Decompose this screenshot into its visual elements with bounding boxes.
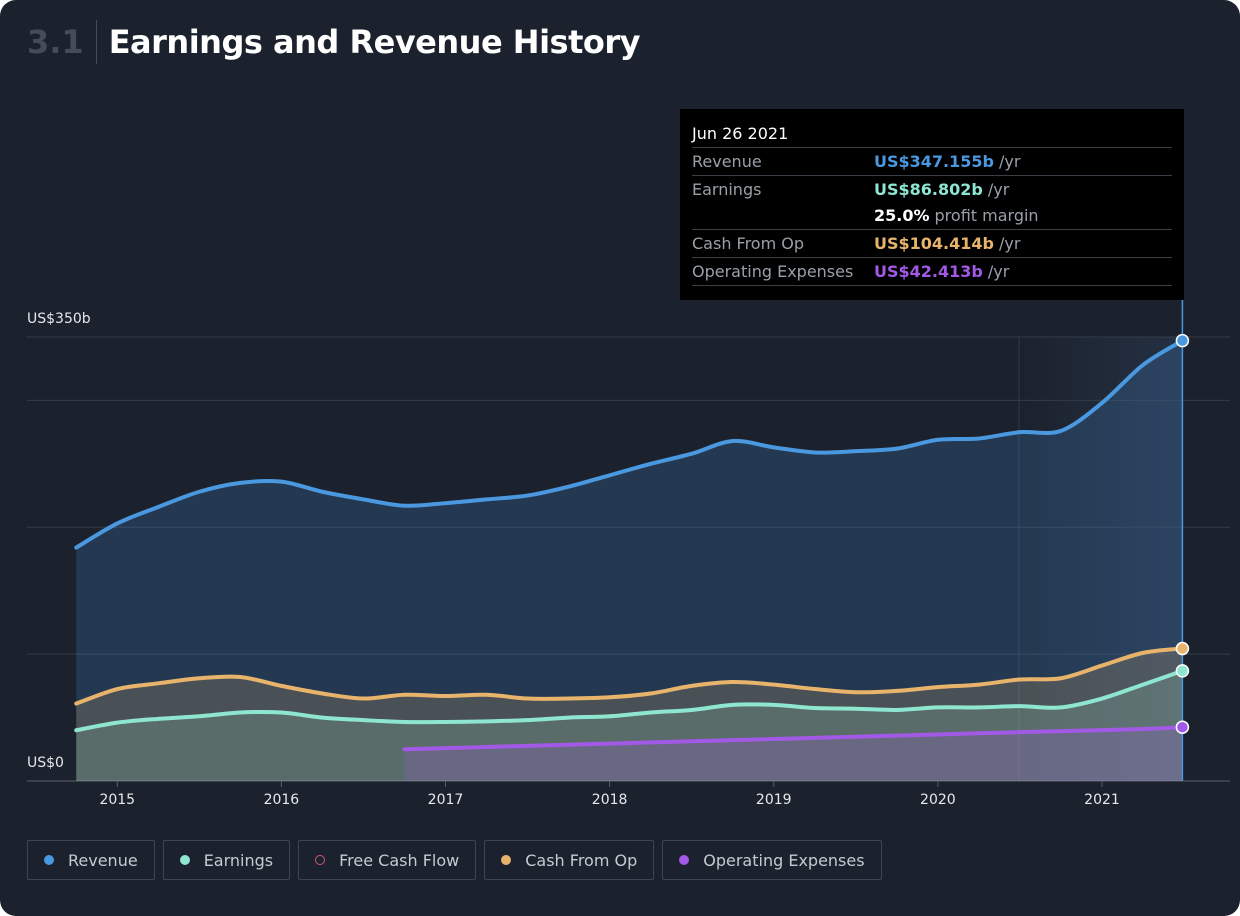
line	[74, 338, 1185, 550]
x-tick-label: 2021	[1084, 792, 1120, 808]
tooltip-suffix: /yr	[998, 234, 1021, 253]
x-tick-label: 2018	[592, 792, 628, 808]
tooltip-label: Revenue	[692, 152, 762, 171]
end-point	[1175, 333, 1190, 348]
tooltip-suffix: profit margin	[934, 206, 1039, 225]
tooltip-date: Jun 26 2021	[692, 121, 1172, 148]
legend-item[interactable]: Earnings	[162, 840, 291, 880]
tooltip-row: Earnings US$86.802b/yr	[692, 176, 1172, 202]
x-tick-label: 2015	[99, 792, 135, 808]
legend-label: Free Cash Flow	[339, 850, 460, 870]
lines	[74, 338, 1185, 752]
tooltip: Jun 26 2021 Revenue US$347.155b/yr Earnings…	[680, 109, 1184, 300]
legend-item[interactable]: Cash From Op	[484, 840, 655, 880]
legend-item[interactable]: Revenue	[27, 840, 155, 880]
tooltip-value: 25.0%	[874, 206, 930, 225]
tooltip-value: US$42.413b	[874, 262, 983, 281]
tooltip-suffix: /yr	[987, 180, 1010, 199]
y-tick-label: US$0	[27, 755, 64, 771]
legend-swatch	[44, 855, 54, 865]
end-point	[1175, 720, 1190, 734]
area	[76, 340, 1183, 781]
tooltip-label	[692, 202, 874, 229]
tooltip-suffix: /yr	[998, 152, 1021, 171]
legend-label: Cash From Op	[525, 850, 638, 870]
legend: Revenue Earnings Free Cash Flow Cash From O…	[27, 840, 882, 880]
tooltip-label: Earnings	[692, 180, 762, 199]
x-tick-label: 2017	[428, 792, 464, 808]
legend-label: Operating Expenses	[703, 850, 865, 870]
legend-swatch	[179, 855, 190, 865]
tooltip-row: Revenue US$347.155b/yr	[692, 148, 1172, 176]
tooltip-row: Operating Expenses US$42.413b/yr	[692, 258, 1172, 286]
legend-label: Revenue	[68, 850, 138, 870]
line	[74, 646, 1185, 706]
tooltip-row: 25.0% profit margin	[692, 202, 1172, 230]
tooltip-row: Cash From Op US$104.414b/yr	[692, 230, 1172, 258]
end-point	[1175, 641, 1190, 656]
tooltip-label: Operating Expenses	[692, 262, 854, 281]
tooltip-suffix: /yr	[987, 262, 1010, 281]
x-tick-label: 2020	[920, 792, 956, 808]
header: 3.1 Earnings and Revenue History	[27, 20, 641, 64]
x-tick-label: 2016	[264, 792, 300, 808]
tooltip-value: US$104.414b	[874, 234, 994, 253]
end-point	[1175, 664, 1190, 678]
y-tick-label: US$350b	[27, 311, 91, 327]
areas	[76, 340, 1183, 781]
tooltip-label: Cash From Op	[692, 234, 805, 253]
area	[76, 670, 1183, 781]
chart-title: Earnings and Revenue History	[108, 23, 641, 61]
legend-swatch	[679, 855, 690, 865]
legend-swatch	[315, 855, 326, 865]
legend-swatch	[501, 855, 512, 865]
tooltip-value: US$347.155b	[874, 152, 994, 171]
legend-item[interactable]: Operating Expenses	[662, 840, 882, 880]
line	[402, 725, 1185, 752]
section-number: 3.1	[27, 20, 97, 64]
legend-item[interactable]: Free Cash Flow	[298, 840, 477, 880]
x-tick-label: 2019	[756, 792, 792, 808]
area	[404, 727, 1183, 781]
tooltip-value: US$86.802b	[874, 180, 983, 199]
line	[74, 668, 1185, 733]
legend-label: Earnings	[203, 850, 274, 870]
